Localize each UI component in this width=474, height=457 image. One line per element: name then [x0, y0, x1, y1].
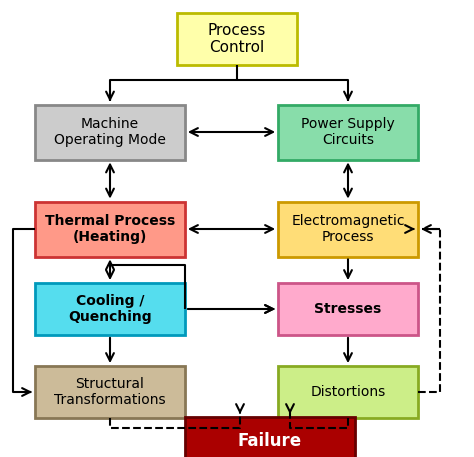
FancyBboxPatch shape [35, 202, 185, 256]
FancyBboxPatch shape [278, 366, 418, 418]
Text: Thermal Process
(Heating): Thermal Process (Heating) [45, 214, 175, 244]
FancyBboxPatch shape [35, 366, 185, 418]
Text: Power Supply
Circuits: Power Supply Circuits [301, 117, 395, 147]
FancyBboxPatch shape [35, 283, 185, 335]
Text: Structural
Transformations: Structural Transformations [54, 377, 166, 407]
Text: Cooling /
Quenching: Cooling / Quenching [68, 294, 152, 324]
Text: Process
Control: Process Control [208, 23, 266, 55]
FancyBboxPatch shape [35, 105, 185, 159]
Text: Machine
Operating Mode: Machine Operating Mode [54, 117, 166, 147]
FancyBboxPatch shape [278, 202, 418, 256]
FancyBboxPatch shape [185, 417, 355, 457]
FancyBboxPatch shape [278, 283, 418, 335]
Text: Distortions: Distortions [310, 385, 386, 399]
Text: Stresses: Stresses [314, 302, 382, 316]
Text: Electromagnetic
Process: Electromagnetic Process [291, 214, 405, 244]
FancyBboxPatch shape [177, 13, 297, 65]
Text: Failure: Failure [238, 432, 302, 450]
FancyBboxPatch shape [278, 105, 418, 159]
